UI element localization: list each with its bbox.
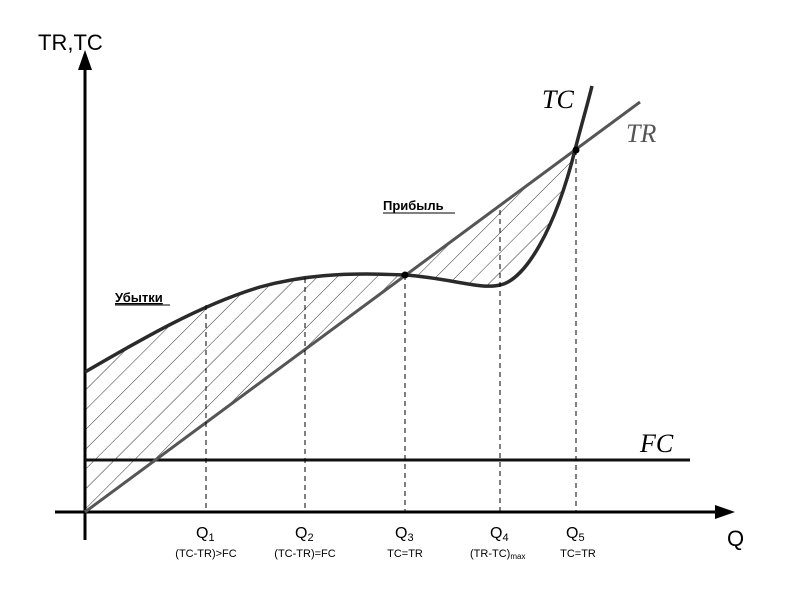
x-axis-label: Q: [727, 526, 744, 551]
profit-label: Прибыль: [383, 198, 444, 213]
q5-condition: TC=TR: [560, 548, 596, 560]
q2-condition: (TC-TR)=FC: [274, 548, 335, 560]
q-labels: Q1 (TC-TR)>FC Q2 (TC-TR)=FC Q3 TC=TR Q4 …: [175, 525, 596, 561]
q4-label: Q4: [490, 525, 509, 544]
y-axis-arrow-icon: [78, 50, 92, 70]
q2-label: Q2: [295, 525, 314, 544]
loss-label: Убытки: [115, 290, 163, 305]
intersection-point-q3: [401, 271, 409, 279]
q1-label: Q1: [196, 525, 215, 544]
q1-condition: (TC-TR)>FC: [175, 548, 236, 560]
dashed-guides: [205, 150, 577, 512]
intersection-point-q5: [572, 146, 580, 154]
tc-label: TC: [542, 85, 574, 114]
fc-label: FC: [639, 429, 674, 458]
q3-label: Q3: [395, 525, 414, 544]
q4-condition: (TR-TC)max: [470, 548, 525, 561]
q5-label: Q5: [566, 525, 585, 544]
x-axis-arrow-icon: [715, 505, 735, 519]
y-axis-label: TR,TC: [38, 30, 103, 55]
tr-line: [84, 100, 641, 514]
tr-label: TR: [626, 119, 656, 148]
q3-condition: TC=TR: [387, 548, 423, 560]
